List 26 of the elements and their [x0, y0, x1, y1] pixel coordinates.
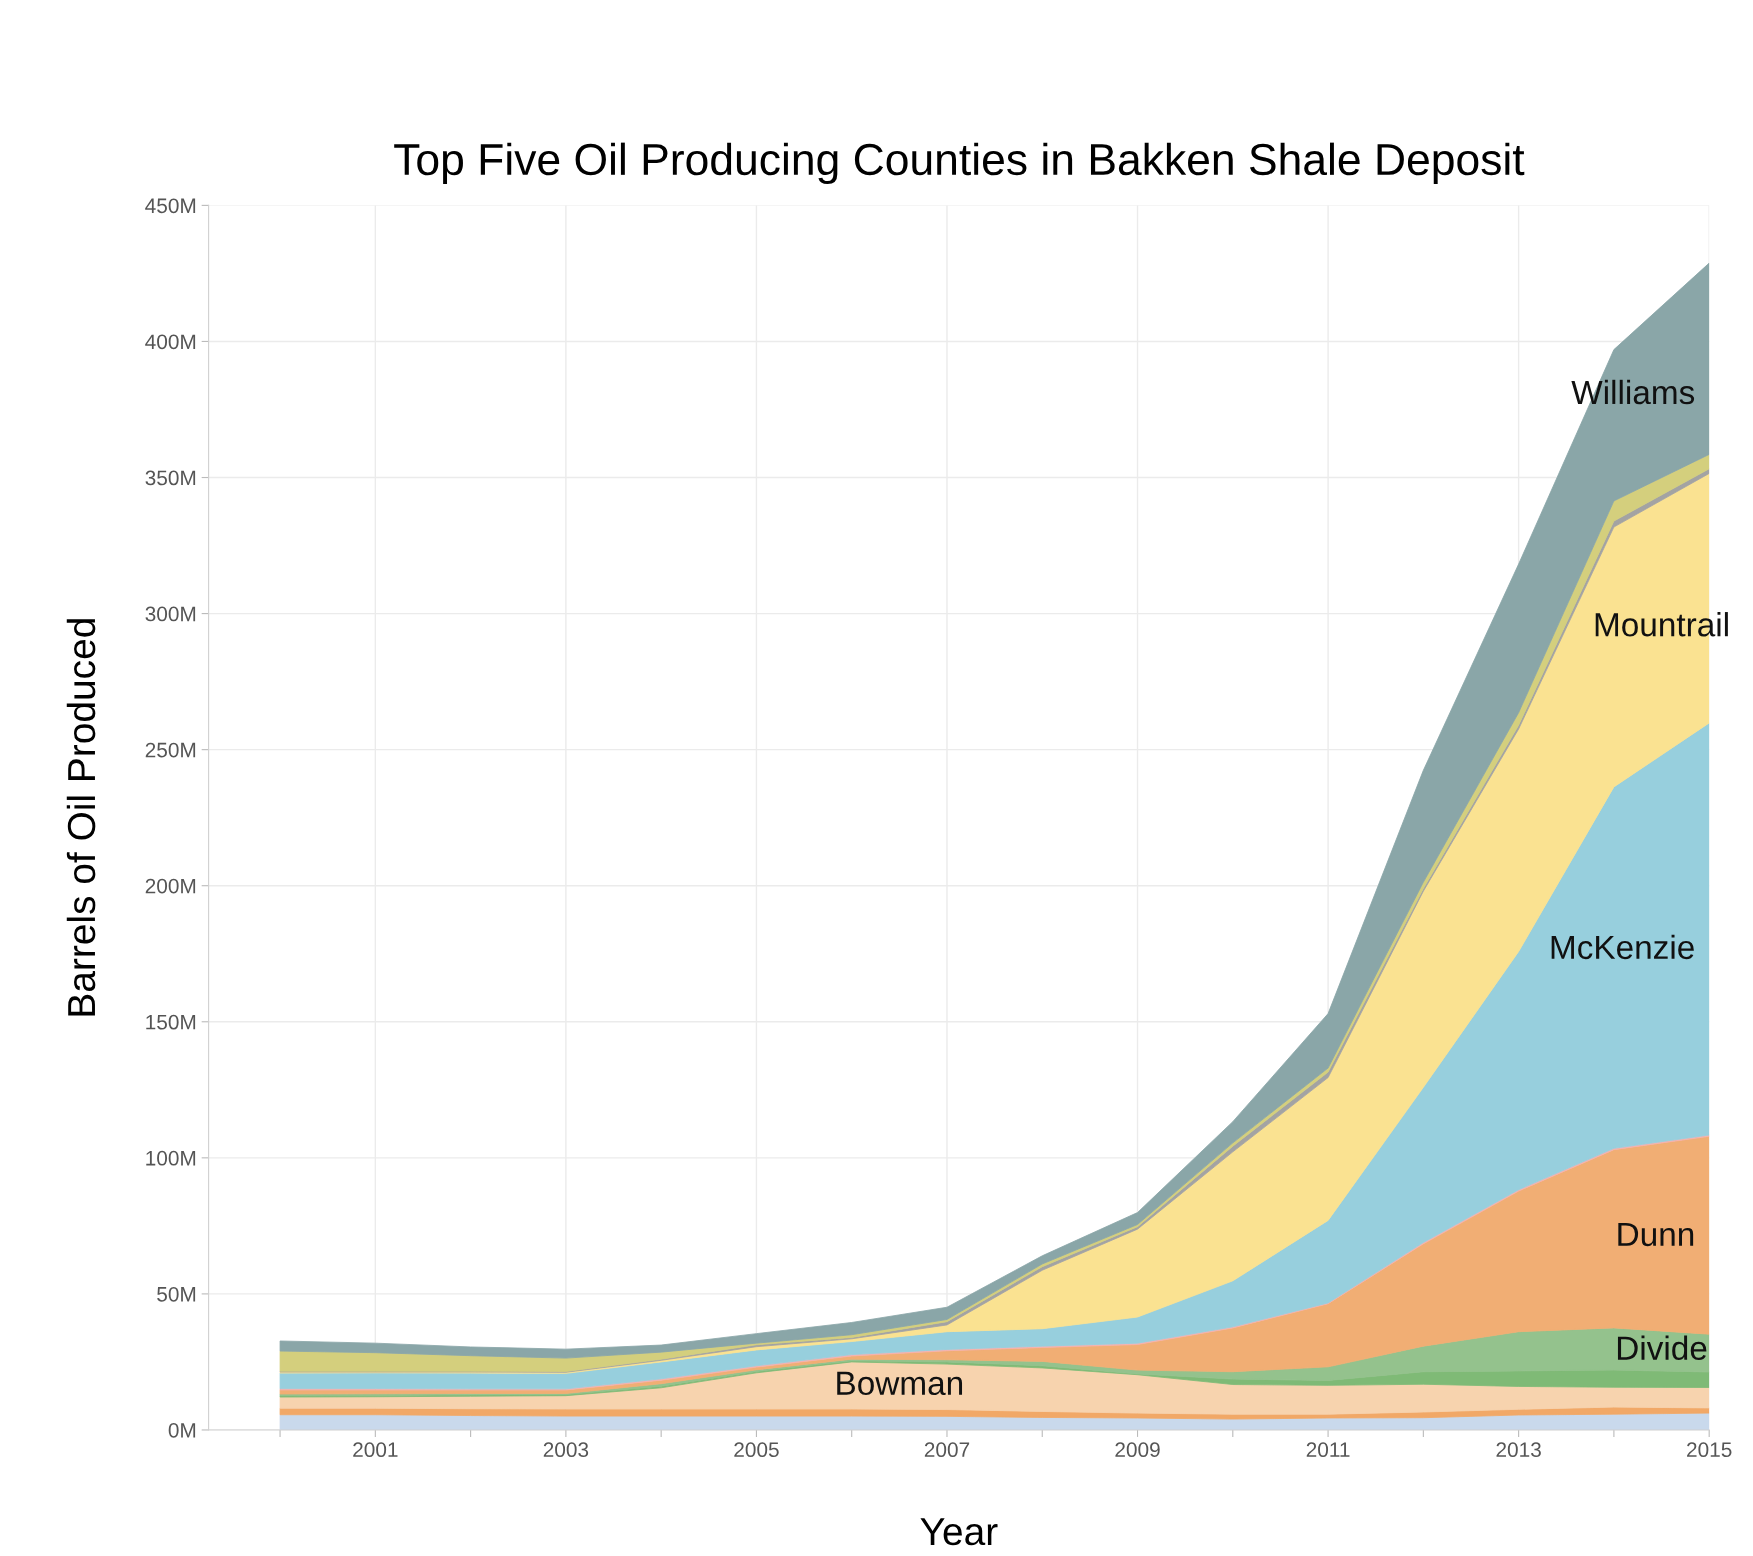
y-tick-label: 50M [157, 1286, 196, 1302]
chart-title: Top Five Oil Producing Counties in Bakken Shale Deposit [394, 142, 1525, 185]
y-tick-label: 150M [146, 1014, 196, 1030]
y-axis-title: Barrels of Oil Produced [66, 619, 96, 1016]
x-tick-label: 2013 [1496, 1442, 1541, 1458]
series-label: McKenzie [1551, 934, 1694, 960]
series-label: Mountrail [1595, 612, 1728, 637]
y-tick-label: 400M [145, 334, 196, 350]
series-label: Dunn [1618, 1222, 1694, 1247]
y-tick-label: 200M [145, 878, 196, 894]
x-axis-title: Year [920, 1518, 998, 1546]
y-tick-label: 350M [145, 470, 196, 486]
x-tick-label: 2009 [1115, 1442, 1160, 1458]
y-tick-label: 250M [145, 742, 196, 758]
x-tick-label: 2001 [353, 1442, 398, 1458]
x-tick-label: 2003 [543, 1442, 589, 1458]
series-label: Divide [1617, 1335, 1707, 1360]
x-tick-label: 2011 [1306, 1442, 1350, 1458]
y-tick-label: 450M [145, 198, 196, 214]
x-tick-label: 2005 [734, 1442, 779, 1458]
y-tick-label: 0M [168, 1422, 196, 1438]
x-tick-label: 2015 [1687, 1442, 1732, 1458]
y-tick-label: 300M [145, 606, 196, 622]
series-label: Bowman [837, 1371, 963, 1396]
x-tick-label: 2007 [924, 1442, 970, 1458]
y-tick-label: 100M [146, 1150, 196, 1166]
